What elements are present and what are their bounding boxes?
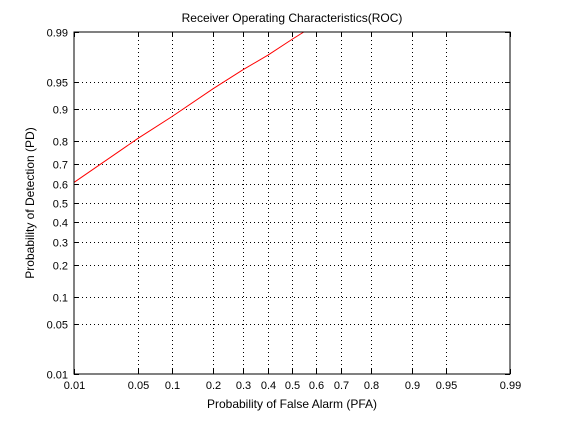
y-tick-label-0-5: 0.5	[53, 199, 68, 211]
x-tick-label-0-7: 0.7	[334, 380, 349, 392]
x-tick-label-0-5: 0.5	[285, 380, 300, 392]
x-tick-label-0-1: 0.1	[165, 380, 180, 392]
y-tick-label-0-9: 0.9	[53, 105, 68, 117]
x-tick-label-0-01: 0.01	[64, 380, 85, 392]
x-tick-labels: 0.01 0.05 0.1 0.2 0.3 0.4 0.5 0.6 0.7 0.8 0.9 0.95 0…	[64, 380, 521, 392]
x-tick-label-0-4: 0.4	[261, 380, 276, 392]
x-tick-label-0-99: 0.99	[500, 380, 521, 392]
x-tick-label-0-2: 0.2	[206, 380, 221, 392]
y-axis-title: Probability of Detection (PD)	[23, 127, 37, 278]
y-tick-label-0-7: 0.7	[53, 160, 68, 172]
x-tick-label-0-3: 0.3	[236, 380, 251, 392]
y-tick-label-0-2: 0.2	[53, 261, 68, 273]
y-tick-label-0-4: 0.4	[53, 218, 68, 230]
x-tick-label-0-95: 0.95	[436, 380, 457, 392]
tick-marks	[74, 32, 511, 375]
y-tick-label-0-99: 0.99	[47, 28, 68, 40]
y-tick-label-0-8: 0.8	[53, 137, 68, 149]
y-tick-label-0-3: 0.3	[53, 238, 68, 250]
grid-lines	[74, 32, 510, 374]
y-tick-label-0-95: 0.95	[47, 78, 68, 90]
y-tick-labels: 0.01 0.05 0.1 0.2 0.3 0.4 0.5 0.6 0.7 0.8 0.9 0.95 0…	[47, 28, 68, 382]
roc-curve-line-1	[73, 31, 305, 183]
plot-area-background	[74, 32, 510, 374]
y-tick-label-0-6: 0.6	[53, 180, 68, 192]
x-tick-label-0-05: 0.05	[128, 380, 149, 392]
y-tick-label-0-01: 0.01	[47, 370, 68, 382]
x-tick-label-0-9: 0.9	[405, 380, 420, 392]
y-tick-label-0-1: 0.1	[53, 293, 68, 305]
chart-title: Receiver Operating Characteristics(ROC)	[182, 11, 403, 25]
x-axis-title: Probability of False Alarm (PFA)	[207, 397, 377, 411]
x-tick-label-0-6: 0.6	[309, 380, 324, 392]
y-tick-label-0-05: 0.05	[47, 320, 68, 332]
x-tick-label-0-8: 0.8	[364, 380, 379, 392]
series-layer	[73, 31, 305, 183]
